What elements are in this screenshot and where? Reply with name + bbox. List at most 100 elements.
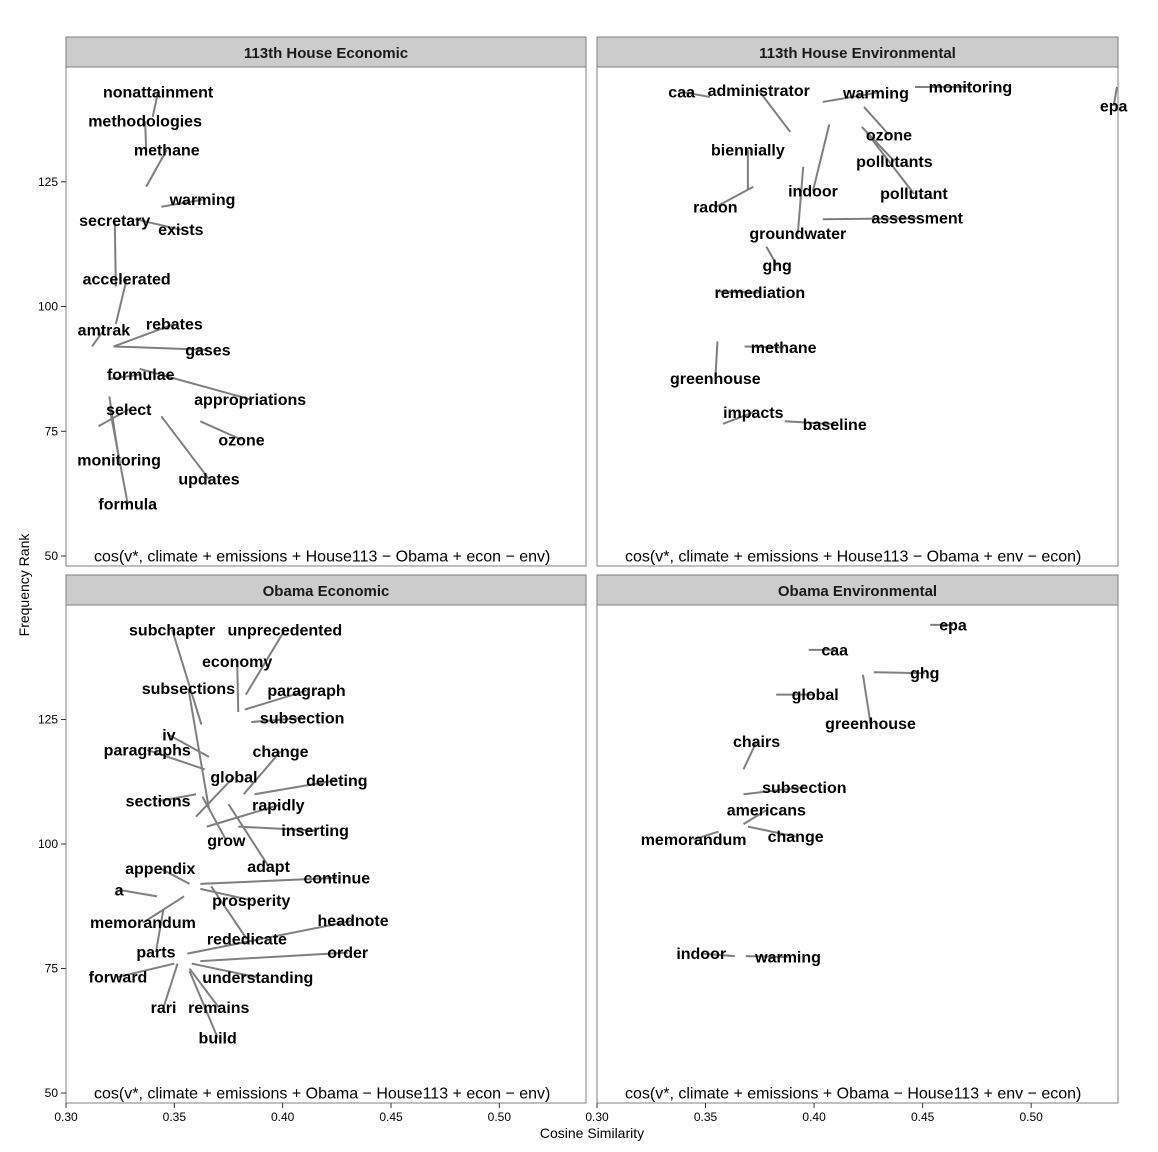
formula-annotation: cos(v*, climate + emissions + House113 −… <box>94 549 550 566</box>
leader-line <box>162 963 179 1008</box>
leader-line <box>238 825 316 832</box>
facet-title: Obama Economic <box>263 583 390 600</box>
leader-line <box>151 91 160 118</box>
word-label: rari <box>151 1000 177 1017</box>
word-label: groundwater <box>749 226 846 243</box>
word-label: subsections <box>142 681 235 698</box>
word-label: prosperity <box>212 893 290 910</box>
word-label: unprecedented <box>227 622 342 639</box>
word-label: warming <box>754 950 821 967</box>
word-label: understanding <box>202 970 313 987</box>
word-label: warming <box>169 192 236 209</box>
leader-line <box>144 120 148 150</box>
word-label: methodologies <box>88 113 202 130</box>
facet-strip <box>65 574 587 606</box>
leader-line <box>117 962 175 978</box>
leader-line <box>108 406 129 505</box>
leader-line <box>227 803 270 867</box>
word-label: iv <box>162 727 175 744</box>
word-label: amtrak <box>78 322 131 339</box>
word-label: ghg <box>763 258 792 275</box>
facet-panel: 113th House Environmental caa administrato… <box>596 36 1128 567</box>
leader-line <box>135 218 182 231</box>
word-label: ghg <box>910 666 939 683</box>
leader-line <box>701 952 735 958</box>
formula-annotation: cos(v*, climate + emissions + Obama − Ho… <box>94 1086 550 1103</box>
word-label: select <box>106 402 152 419</box>
word-label: remains <box>188 1000 249 1017</box>
leader-line <box>109 373 141 380</box>
x-tick-label: 0.35 <box>694 1110 718 1124</box>
leader-line <box>91 329 105 348</box>
x-tick-label: 0.50 <box>488 1110 512 1124</box>
formula-annotation: cos(v*, climate + emissions + House113 −… <box>625 549 1081 566</box>
leader-line <box>187 919 354 955</box>
leader-line <box>199 420 242 441</box>
leader-line <box>171 629 203 725</box>
x-tick-label: 0.45 <box>379 1110 403 1124</box>
leader-line <box>146 748 205 771</box>
word-label: assessment <box>871 211 963 228</box>
leader-line <box>159 867 190 885</box>
leader-line <box>113 220 117 287</box>
y-tick-label: 75 <box>45 962 59 976</box>
word-label: headnote <box>318 913 389 930</box>
word-label: accelerated <box>83 272 171 289</box>
facet-plot-area <box>65 604 587 1104</box>
word-label: remediation <box>714 285 805 302</box>
y-axis-title: Frequency Rank <box>16 533 32 637</box>
word-label: change <box>252 744 308 761</box>
leader-line <box>154 908 165 953</box>
word-label: caa <box>668 84 695 101</box>
leader-line <box>195 776 235 818</box>
word-label: secretary <box>79 213 150 230</box>
leader-line <box>873 671 925 675</box>
leader-line <box>187 688 210 810</box>
word-label: exists <box>158 222 203 239</box>
x-axis-title: Cosine Similarity <box>540 1125 644 1141</box>
word-label: rapidly <box>252 798 305 815</box>
word-label: ozone <box>218 432 264 449</box>
word-label: deleting <box>306 773 367 790</box>
word-label: methane <box>134 142 200 159</box>
word-label: monitoring <box>77 453 161 470</box>
facet-panel: 113th House Economic nonattainment methodo… <box>38 36 587 567</box>
leader-line <box>254 779 338 796</box>
word-label: caa <box>821 642 848 659</box>
leader-line <box>188 967 220 1008</box>
word-label: economy <box>202 654 272 671</box>
word-label: baseline <box>803 417 867 434</box>
facet-title: 113th House Economic <box>244 45 408 62</box>
leader-line <box>861 674 872 724</box>
x-tick-label: 0.50 <box>1019 1110 1043 1124</box>
leader-line <box>98 408 130 428</box>
y-tick-label: 100 <box>38 300 58 314</box>
leader-line <box>200 876 337 885</box>
leader-line <box>681 90 711 98</box>
y-tick-label: 125 <box>38 713 58 727</box>
word-label: paragraphs <box>104 742 191 759</box>
word-label: pollutant <box>880 186 948 203</box>
leader-line <box>251 717 303 724</box>
word-label: updates <box>178 472 239 489</box>
leader-line <box>188 970 219 1039</box>
facet-strip <box>596 36 1119 68</box>
word-label: pollutants <box>856 154 933 171</box>
word-label: epa <box>1100 98 1128 115</box>
leader-line <box>191 962 258 979</box>
word-label: radon <box>693 200 737 217</box>
word-label: appendix <box>125 861 195 878</box>
y-tick-label: 50 <box>45 549 59 563</box>
leader-line <box>812 124 831 191</box>
y-tick-label: 50 <box>45 1086 59 1100</box>
word-label: biennially <box>711 142 785 159</box>
word-label: a <box>115 882 124 899</box>
x-tick-label: 0.40 <box>271 1110 295 1124</box>
word-label: greenhouse <box>825 716 916 733</box>
leader-line <box>745 955 789 959</box>
facet-panel: Obama Economic subchapter unprecedented eco… <box>38 574 587 1124</box>
leader-line <box>244 629 286 696</box>
word-label: memorandum <box>641 832 747 849</box>
word-label: change <box>768 829 824 846</box>
